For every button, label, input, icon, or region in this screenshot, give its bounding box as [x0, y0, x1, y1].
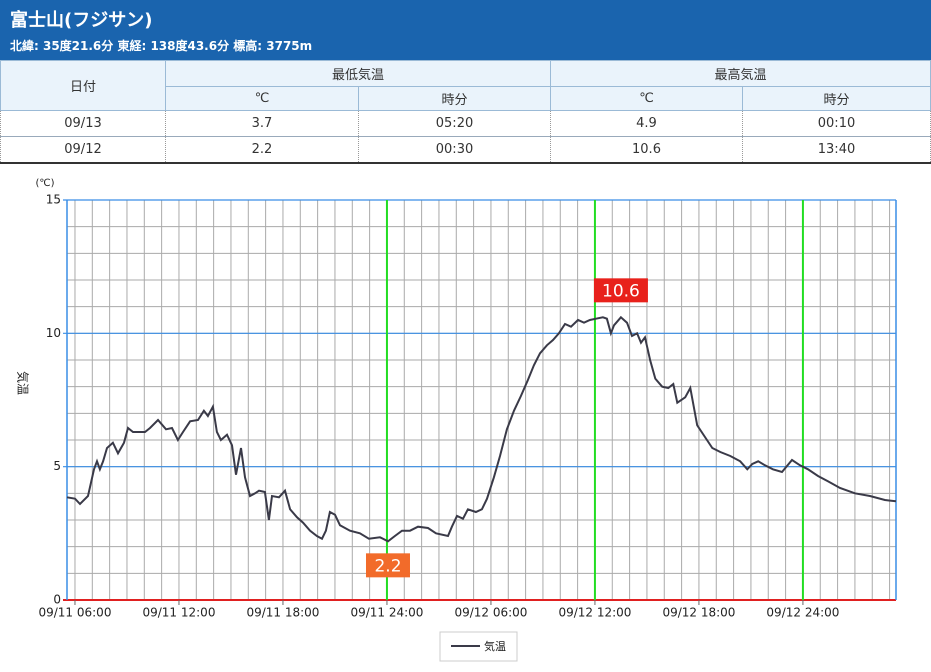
x-tick-label: 09/11 18:00	[246, 606, 319, 620]
table-header: 最低気温	[165, 60, 551, 87]
table-cell: 10.6	[550, 136, 743, 164]
x-tick-label: 09/12 24:00	[766, 606, 839, 620]
y-axis-title: 気温	[16, 371, 31, 395]
annotation-label: 2.2	[374, 556, 401, 576]
chart: (℃) 気温 0 5 10 15 09/11 06:00 09/11 12:00 09/11…	[16, 178, 897, 662]
table-cell: 00:30	[358, 136, 551, 164]
table-subheader: 時分	[742, 86, 931, 111]
x-tick-label: 09/12 12:00	[558, 606, 631, 620]
legend-label: 気温	[484, 639, 506, 653]
station-subtitle: 北緯: 35度21.6分 東経: 138度43.6分 標高: 3775m	[10, 39, 313, 53]
header: 富士山(フジサン) 北緯: 35度21.6分 東経: 138度43.6分 標高:…	[0, 0, 931, 60]
table-subheader: 時分	[358, 86, 551, 111]
annotation: 2.2	[365, 553, 410, 578]
table-cell: 00:10	[742, 110, 931, 137]
x-tick-label: 09/11 24:00	[350, 606, 423, 620]
data-line	[66, 315, 897, 543]
y-tick-label: 15	[46, 193, 61, 207]
table-cell: 09/12	[0, 136, 166, 164]
x-tick-label: 09/12 06:00	[454, 606, 527, 620]
annotation-box	[593, 278, 648, 303]
y-tick-label: 0	[53, 593, 61, 607]
table-row: 09/13 3.7 05:20 4.9 00:10	[0, 110, 931, 137]
annotation: 10.6	[593, 278, 648, 303]
table-subheader: ℃	[550, 86, 743, 111]
x-tick-label: 09/11 06:00	[38, 606, 111, 620]
table-cell: 13:40	[742, 136, 931, 164]
station-title: 富士山(フジサン)	[10, 10, 153, 31]
table-subheader: ℃	[165, 86, 359, 111]
summary-table: 日付 最低気温 最高気温 ℃ 時分 ℃ 時分 09/13 3.7 05:20 4.9 00:10 0…	[0, 60, 931, 164]
table-header: 日付	[0, 60, 166, 111]
y-unit: (℃)	[35, 178, 54, 189]
table-cell: 3.7	[165, 110, 359, 137]
annotation-label: 10.6	[602, 281, 640, 301]
x-tick-label: 09/11 12:00	[142, 606, 215, 620]
y-tick-label: 5	[53, 459, 61, 473]
table-header: 最高気温	[550, 60, 931, 87]
y-tick-label: 10	[46, 326, 61, 340]
annotation-box	[365, 553, 410, 578]
table-cell: 4.9	[550, 110, 743, 137]
table-row: 09/12 2.2 00:30 10.6 13:40	[0, 136, 931, 164]
x-tick-label: 09/12 18:00	[662, 606, 735, 620]
table-cell: 05:20	[358, 110, 551, 137]
table-cell: 2.2	[165, 136, 359, 164]
table-cell: 09/13	[0, 110, 166, 137]
